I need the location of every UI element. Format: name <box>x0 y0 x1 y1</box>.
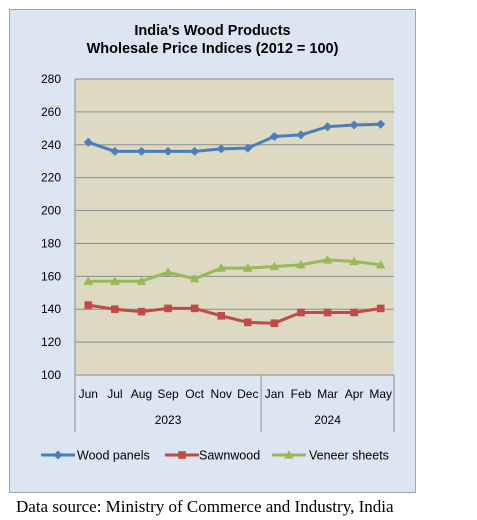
data-point-veneer-sheets <box>242 263 253 272</box>
x-tick-label: Nov <box>211 387 232 401</box>
data-point-wood-panels <box>83 137 93 147</box>
y-tick-label: 120 <box>41 335 61 349</box>
data-point-wood-panels <box>243 143 253 153</box>
y-tick-label: 260 <box>41 105 61 119</box>
series-line-veneer-sheets <box>88 258 381 283</box>
data-point-veneer-sheets <box>322 255 333 264</box>
data-point-wood-panels <box>190 146 200 156</box>
data-point-wood-panels <box>136 146 146 156</box>
legend-marker-wood-panels <box>53 450 63 460</box>
data-point-veneer-sheets <box>375 260 386 269</box>
y-tick-label: 180 <box>41 236 61 250</box>
y-tick-label: 240 <box>41 138 61 152</box>
data-point-sawnwood <box>217 312 226 320</box>
x-tick-label: Jul <box>107 387 122 401</box>
data-point-veneer-sheets <box>296 260 306 269</box>
data-point-wood-panels <box>163 146 173 156</box>
x-tick-label: Sep <box>157 387 179 401</box>
data-point-wood-panels <box>349 120 359 130</box>
data-point-sawnwood <box>243 318 252 327</box>
legend-label-sawnwood: Sawnwood <box>199 449 260 463</box>
data-point-veneer-sheets <box>349 256 359 266</box>
series-line-sawnwood <box>88 303 381 325</box>
x-tick-label: Apr <box>345 387 364 401</box>
data-point-sawnwood <box>84 301 93 309</box>
x-tick-label: Feb <box>291 387 312 401</box>
data-point-wood-panels <box>110 146 120 156</box>
data-point-veneer-sheets <box>83 276 94 285</box>
data-point-sawnwood <box>376 304 385 313</box>
data-point-veneer-sheets <box>216 263 227 272</box>
data-point-sawnwood <box>350 308 358 317</box>
data-point-veneer-sheets <box>136 276 147 285</box>
data-source-note: Data source: Ministry of Commerce and In… <box>16 497 394 516</box>
data-point-sawnwood <box>137 307 146 316</box>
y-tick-label: 220 <box>41 171 61 185</box>
legend-label-wood-panels: Wood panels <box>77 449 150 463</box>
legend-marker-veneer-sheets <box>284 450 294 459</box>
data-point-wood-panels <box>296 130 306 140</box>
data-point-sawnwood <box>323 308 332 317</box>
y-tick-label: 160 <box>41 269 61 283</box>
chart-title-line-2: Wholesale Price Indices (2012 = 100) <box>86 41 339 57</box>
y-tick-label: 140 <box>41 302 61 316</box>
legend-marker-sawnwood <box>178 451 186 459</box>
data-point-sawnwood <box>164 304 172 313</box>
x-tick-label: Jan <box>265 387 284 401</box>
x-tick-label: May <box>369 387 392 401</box>
data-point-veneer-sheets <box>110 276 120 285</box>
data-point-sawnwood <box>190 304 199 313</box>
x-tick-label: Dec <box>237 387 258 401</box>
data-point-wood-panels <box>376 119 386 129</box>
data-point-wood-panels <box>269 132 279 142</box>
x-tick-label: Mar <box>317 387 338 401</box>
y-tick-label: 280 <box>41 72 61 86</box>
y-tick-label: 200 <box>41 204 61 218</box>
x-group-label: 2024 <box>314 413 341 427</box>
legend-label-veneer-sheets: Veneer sheets <box>309 449 389 463</box>
data-point-sawnwood <box>111 305 119 314</box>
data-point-wood-panels <box>216 144 226 154</box>
data-point-sawnwood <box>270 319 279 327</box>
data-point-veneer-sheets <box>163 267 173 276</box>
chart-title-line-1: India's Wood Products <box>134 23 291 39</box>
x-group-label: 2023 <box>155 413 182 427</box>
data-point-veneer-sheets <box>189 274 200 283</box>
x-tick-label: Jun <box>79 387 98 401</box>
y-tick-label: 100 <box>41 368 61 382</box>
x-tick-label: Oct <box>185 387 204 401</box>
x-tick-label: Aug <box>131 387 152 401</box>
data-point-veneer-sheets <box>269 261 280 271</box>
data-point-sawnwood <box>297 308 305 317</box>
plot-area <box>75 79 394 375</box>
data-point-wood-panels <box>323 122 333 132</box>
